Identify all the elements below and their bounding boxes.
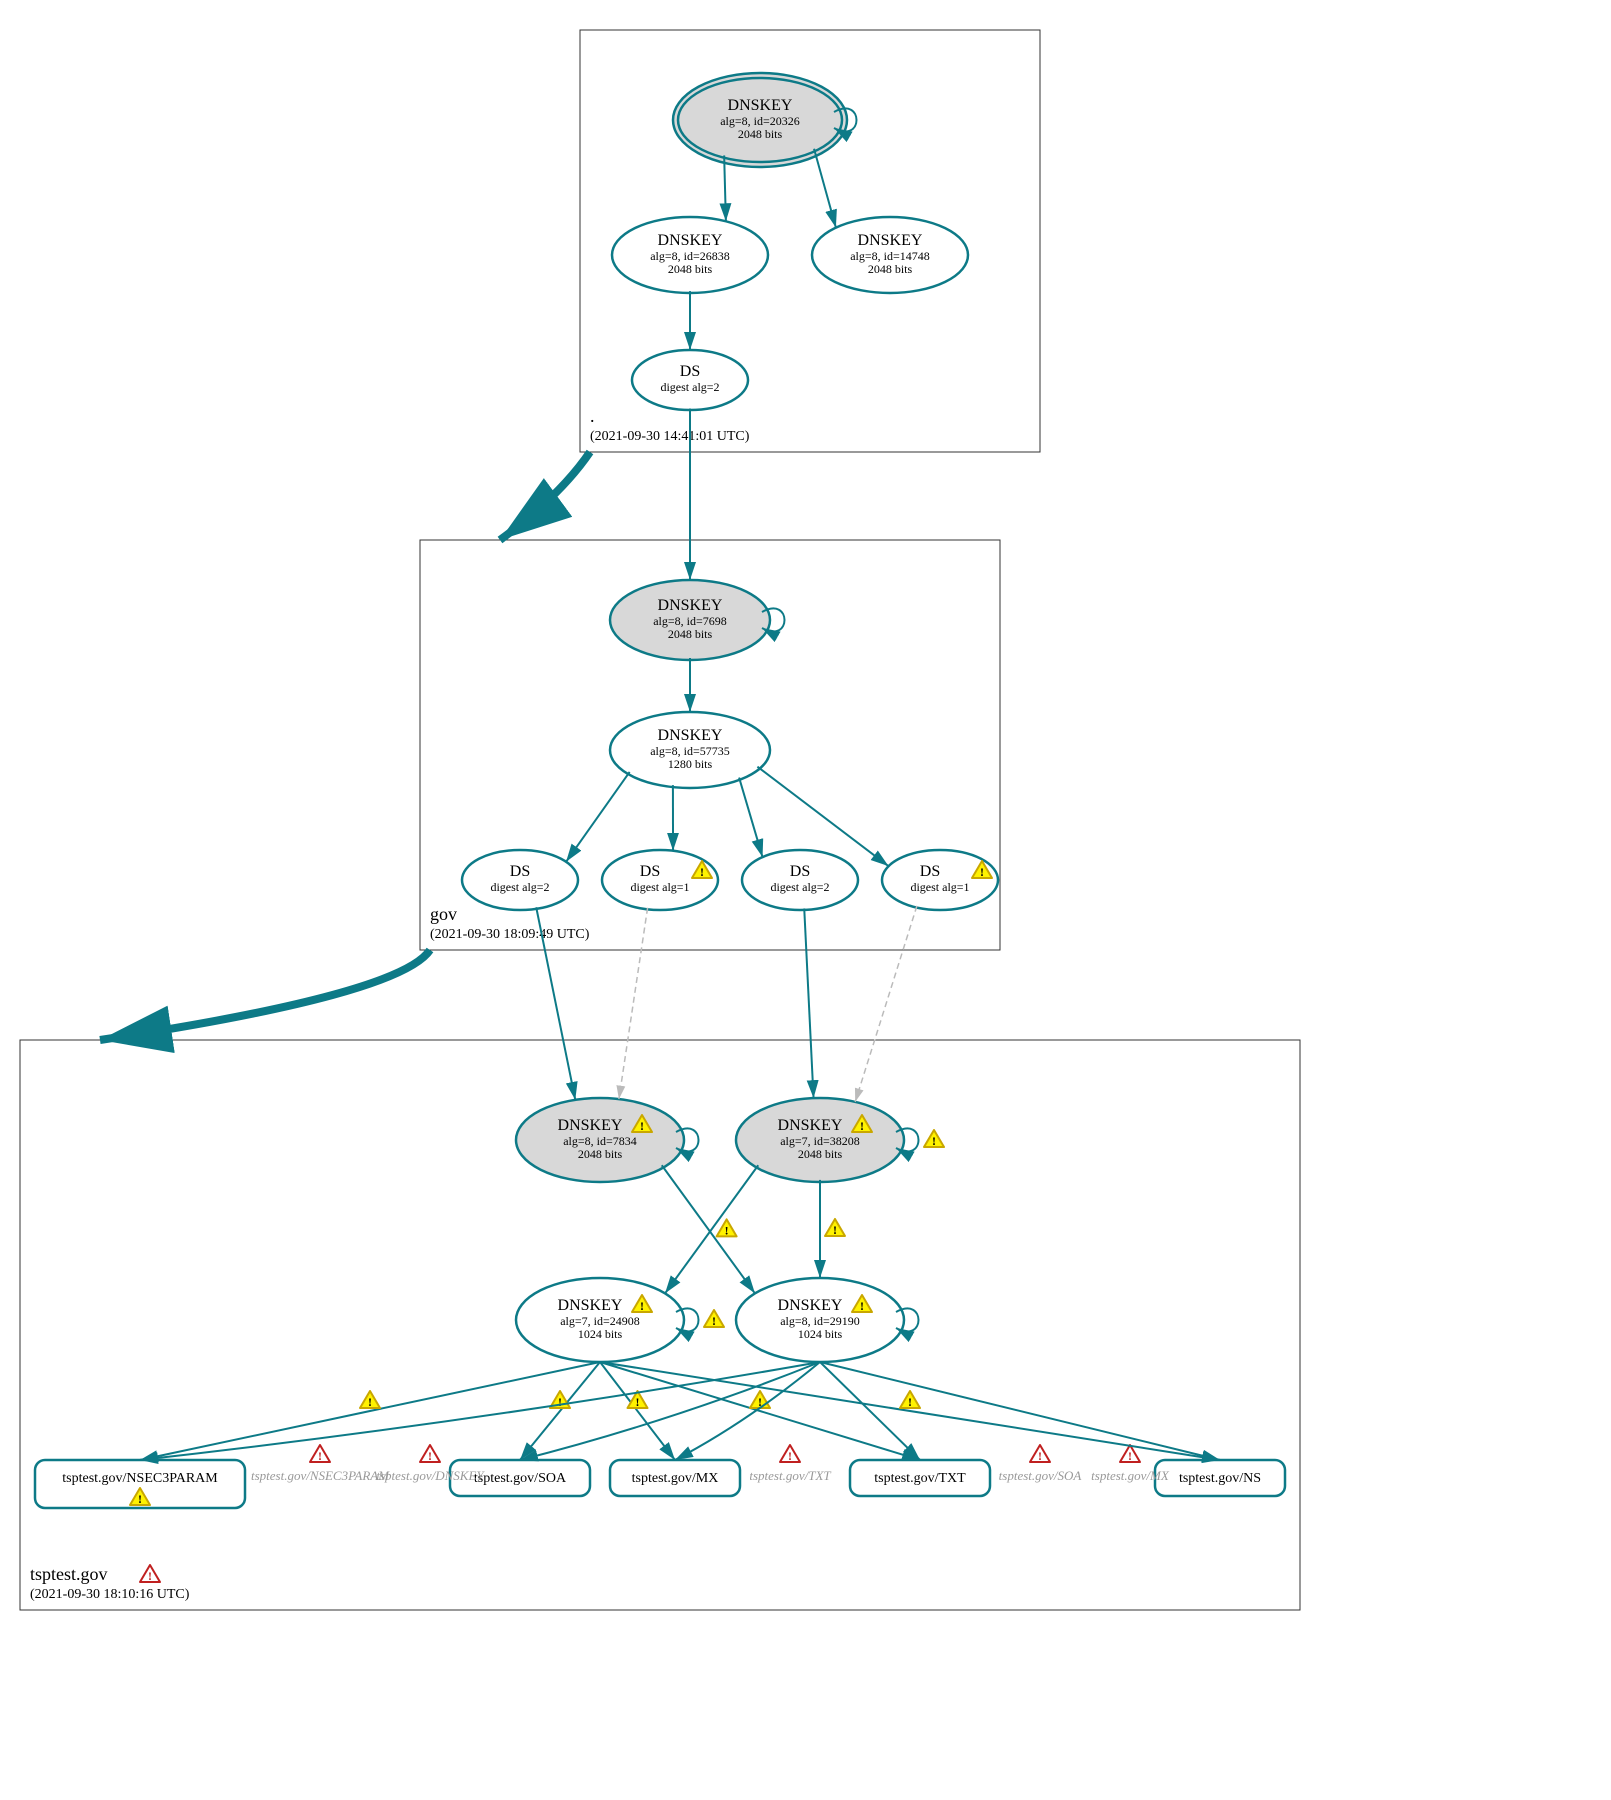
svg-text:DNSKEY: DNSKEY: [858, 232, 923, 249]
t_zsk1: DNSKEYalg=7, id=249081024 bits: [516, 1278, 699, 1362]
svg-text:tsptest.gov: tsptest.gov: [30, 1564, 108, 1584]
svg-text:DS: DS: [640, 863, 660, 880]
svg-text:(2021-09-30 18:09:49 UTC): (2021-09-30 18:09:49 UTC): [430, 927, 590, 942]
svg-text:!: !: [318, 1449, 322, 1463]
svg-text:!: !: [788, 1449, 792, 1463]
svg-text:digest alg=1: digest alg=1: [630, 880, 689, 894]
svg-text:DS: DS: [790, 863, 810, 880]
svg-text:!: !: [1038, 1449, 1042, 1463]
svg-text:!: !: [1128, 1449, 1132, 1463]
gov_ds4: DSdigest alg=1: [882, 850, 998, 910]
svg-text:gov: gov: [430, 904, 457, 924]
svg-text:DS: DS: [920, 863, 940, 880]
svg-text:!: !: [908, 1395, 912, 1409]
svg-text:2048 bits: 2048 bits: [668, 627, 713, 641]
svg-text:DNSKEY: DNSKEY: [728, 97, 793, 114]
svg-text:!: !: [640, 1119, 644, 1133]
svg-text:!: !: [138, 1492, 142, 1506]
svg-text:tsptest.gov/TXT: tsptest.gov/TXT: [874, 1471, 966, 1486]
svg-text:DS: DS: [510, 863, 530, 880]
svg-text:!: !: [712, 1314, 716, 1328]
svg-text:alg=8, id=26838: alg=8, id=26838: [650, 249, 730, 263]
svg-text:2048 bits: 2048 bits: [798, 1147, 843, 1161]
svg-text:DNSKEY: DNSKEY: [658, 597, 723, 614]
svg-text:alg=8, id=57735: alg=8, id=57735: [650, 744, 730, 758]
dnssec-diagram: . (2021-09-30 14:41:01 UTC) gov (2021-09-30…: [0, 0, 1611, 1800]
gov_ds3: DSdigest alg=2: [742, 850, 858, 910]
svg-text:tsptest.gov/SOA: tsptest.gov/SOA: [999, 1468, 1082, 1483]
svg-text:1280 bits: 1280 bits: [668, 757, 713, 771]
svg-text:!: !: [980, 865, 984, 879]
svg-text:!: !: [860, 1119, 864, 1133]
svg-text:alg=7, id=38208: alg=7, id=38208: [780, 1134, 860, 1148]
svg-text:DNSKEY: DNSKEY: [558, 1297, 623, 1314]
svg-text:alg=8, id=14748: alg=8, id=14748: [850, 249, 930, 263]
svg-text:(2021-09-30 14:41:01 UTC): (2021-09-30 14:41:01 UTC): [590, 429, 750, 444]
svg-text:alg=7, id=24908: alg=7, id=24908: [560, 1314, 640, 1328]
svg-text:alg=8, id=7834: alg=8, id=7834: [563, 1134, 637, 1148]
svg-text:!: !: [833, 1223, 837, 1237]
rr4: tsptest.gov/TXT: [850, 1460, 990, 1496]
svg-text:(2021-09-30 18:10:16 UTC): (2021-09-30 18:10:16 UTC): [30, 1587, 190, 1602]
svg-text:!: !: [860, 1299, 864, 1313]
svg-text:alg=8, id=20326: alg=8, id=20326: [720, 114, 800, 128]
root_ksk: DNSKEYalg=8, id=203262048 bits: [673, 73, 857, 167]
svg-text:2048 bits: 2048 bits: [868, 262, 913, 276]
gov_zsk: DNSKEYalg=8, id=577351280 bits: [610, 712, 770, 788]
gov_ds1: DSdigest alg=2: [462, 850, 578, 910]
svg-text:!: !: [558, 1395, 562, 1409]
svg-text:2048 bits: 2048 bits: [578, 1147, 623, 1161]
svg-text:2048 bits: 2048 bits: [668, 262, 713, 276]
svg-text:!: !: [368, 1395, 372, 1409]
svg-text:1024 bits: 1024 bits: [798, 1327, 843, 1341]
svg-text:digest alg=2: digest alg=2: [770, 880, 829, 894]
svg-text:!: !: [700, 865, 704, 879]
svg-text:!: !: [640, 1299, 644, 1313]
gov_ksk: DNSKEYalg=8, id=76982048 bits: [610, 580, 785, 660]
svg-text:1024 bits: 1024 bits: [578, 1327, 623, 1341]
svg-text:!: !: [932, 1134, 936, 1148]
svg-text:2048 bits: 2048 bits: [738, 127, 783, 141]
t_zsk2: DNSKEYalg=8, id=291901024 bits: [736, 1278, 919, 1362]
gov_ds2: DSdigest alg=1: [602, 850, 718, 910]
svg-text:digest alg=1: digest alg=1: [910, 880, 969, 894]
svg-text:tsptest.gov/MX: tsptest.gov/MX: [632, 1471, 719, 1486]
svg-text:alg=8, id=29190: alg=8, id=29190: [780, 1314, 860, 1328]
svg-text:!: !: [148, 1569, 152, 1583]
svg-text:tsptest.gov/DNSKEY: tsptest.gov/DNSKEY: [376, 1468, 485, 1483]
rr3: tsptest.gov/MX: [610, 1460, 740, 1496]
svg-text:DNSKEY: DNSKEY: [778, 1117, 843, 1134]
svg-text:DNSKEY: DNSKEY: [658, 232, 723, 249]
svg-text:tsptest.gov/NS: tsptest.gov/NS: [1179, 1471, 1261, 1486]
svg-text:DNSKEY: DNSKEY: [658, 727, 723, 744]
svg-text:DNSKEY: DNSKEY: [778, 1297, 843, 1314]
svg-text:digest alg=2: digest alg=2: [490, 880, 549, 894]
svg-text:!: !: [725, 1223, 729, 1237]
t_ksk2: DNSKEYalg=7, id=382082048 bits: [736, 1098, 919, 1182]
root_ds: DSdigest alg=2: [632, 350, 748, 410]
svg-text:tsptest.gov/TXT: tsptest.gov/TXT: [749, 1468, 831, 1483]
svg-text:.: .: [590, 406, 595, 426]
root_zsk1: DNSKEYalg=8, id=268382048 bits: [612, 217, 768, 293]
svg-text:tsptest.gov/SOA: tsptest.gov/SOA: [474, 1471, 567, 1486]
svg-text:digest alg=2: digest alg=2: [660, 380, 719, 394]
svg-text:!: !: [428, 1449, 432, 1463]
svg-text:tsptest.gov/NSEC3PARAM: tsptest.gov/NSEC3PARAM: [251, 1468, 390, 1483]
t_ksk1: DNSKEYalg=8, id=78342048 bits: [516, 1098, 699, 1182]
svg-text:DNSKEY: DNSKEY: [558, 1117, 623, 1134]
root_zsk2: DNSKEYalg=8, id=147482048 bits: [812, 217, 968, 293]
rr5: tsptest.gov/NS: [1155, 1460, 1285, 1496]
svg-text:DS: DS: [680, 363, 700, 380]
svg-text:!: !: [636, 1395, 640, 1409]
svg-text:alg=8, id=7698: alg=8, id=7698: [653, 614, 727, 628]
svg-text:tsptest.gov/MX: tsptest.gov/MX: [1091, 1468, 1170, 1483]
svg-text:tsptest.gov/NSEC3PARAM: tsptest.gov/NSEC3PARAM: [62, 1471, 218, 1486]
